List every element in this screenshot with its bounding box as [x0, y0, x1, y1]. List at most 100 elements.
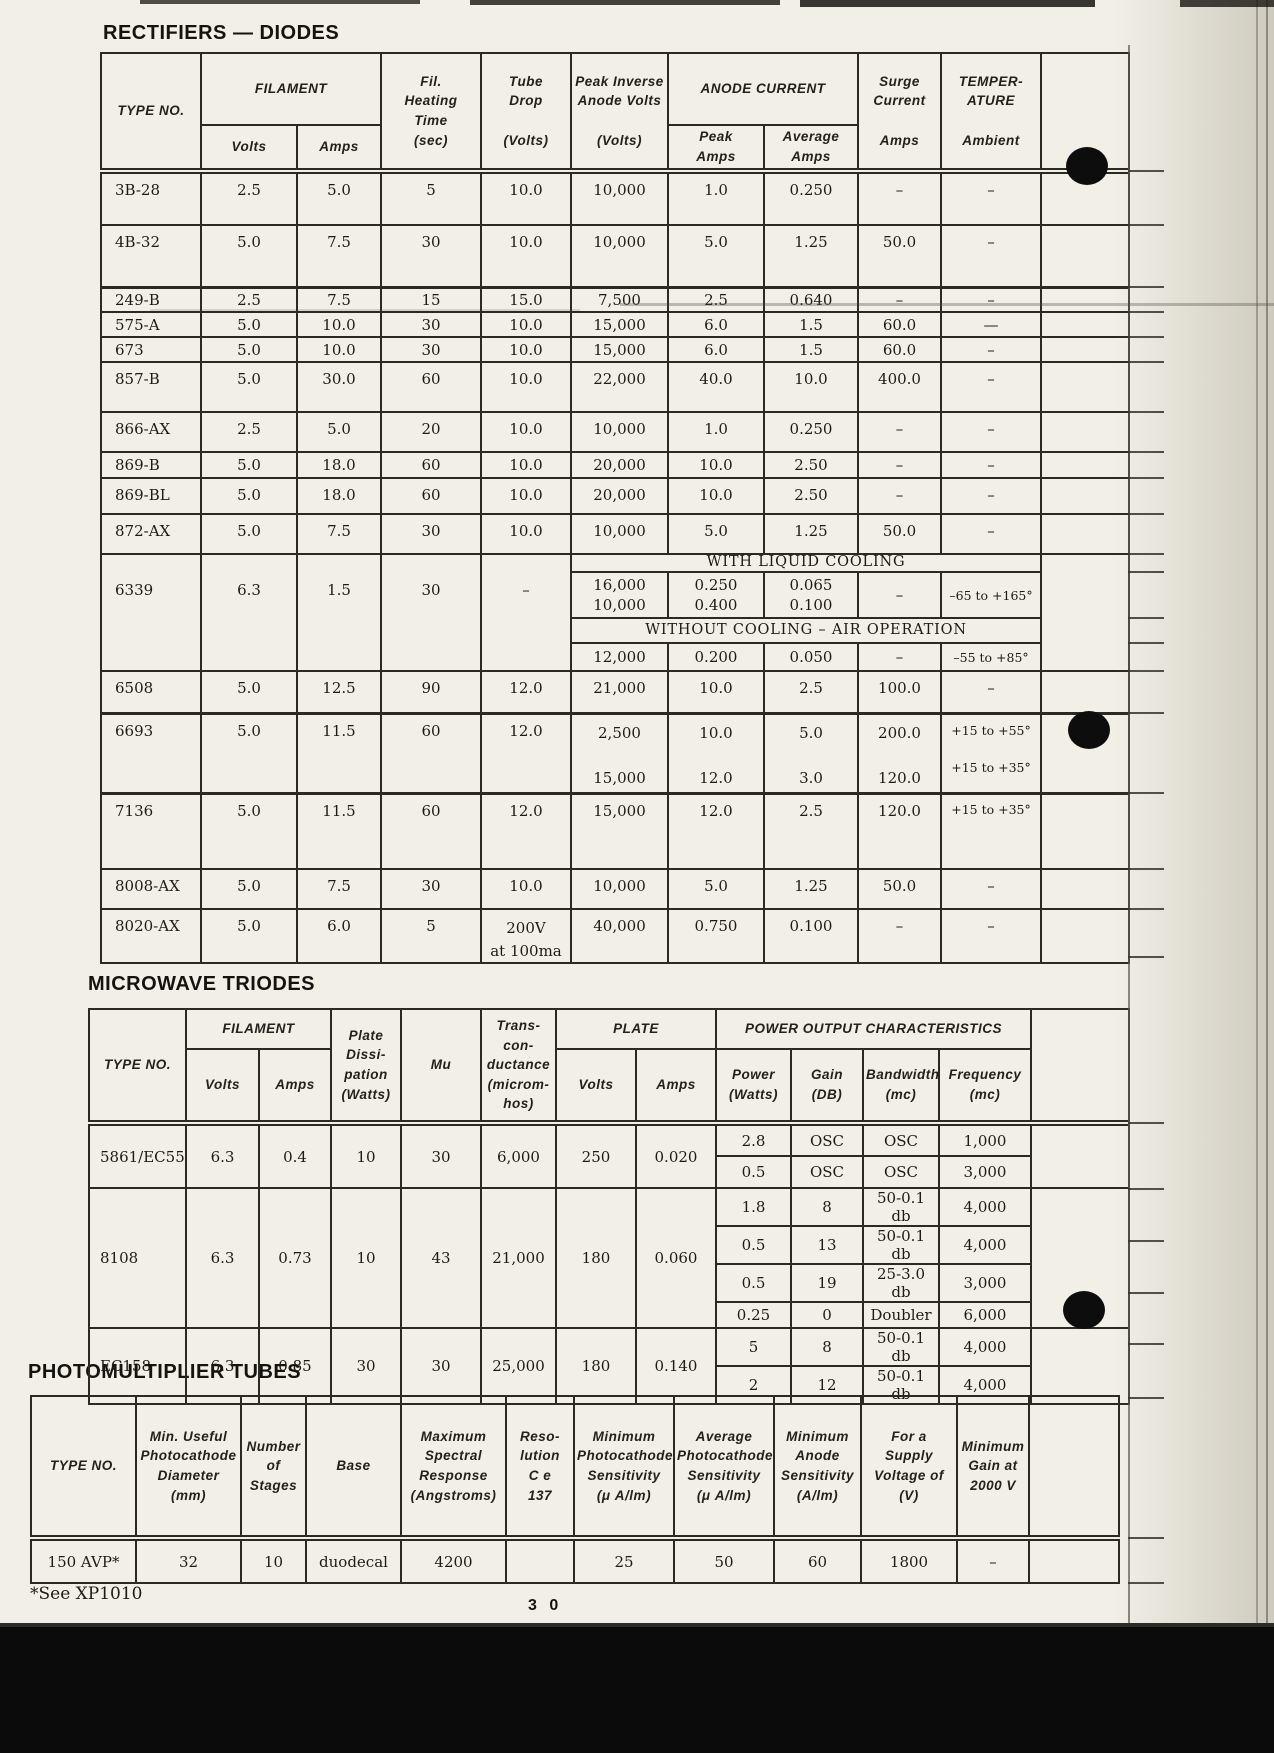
page-edge-tick	[1128, 1240, 1164, 1242]
section-title-microwave-triodes: MICROWAVE TRIODES	[88, 973, 316, 995]
data-cell: 5.0	[296, 168, 382, 226]
data-cell: 43	[400, 1187, 482, 1329]
page-edge-tick	[1128, 792, 1164, 794]
data-cell: 50.0	[857, 224, 943, 288]
data-cell: 1.5	[296, 553, 382, 672]
data-cell: 50-0.1 db	[862, 1225, 940, 1265]
data-cell: 60	[380, 791, 482, 870]
data-cell: 6.0	[296, 908, 382, 964]
header-cell: Minimum Gain at 2000 V	[956, 1395, 1030, 1539]
page-edge-tick	[1128, 336, 1164, 338]
data-cell: 0.065 0.100	[762, 571, 860, 619]
data-cell: 10	[240, 1535, 307, 1584]
scan-smudge-top	[470, 0, 780, 5]
page-edge-tick	[1128, 286, 1164, 288]
header-cell: Gain (DB)	[790, 1048, 864, 1124]
page-edge-tick	[1128, 224, 1164, 226]
header-cell: ANODE CURRENT	[666, 52, 860, 126]
header-cell: Trans- con- ductance (microm- hos)	[480, 1008, 557, 1124]
data-cell: 0	[790, 1301, 864, 1329]
data-cell: 2.5	[200, 411, 298, 453]
data-cell: 5.0	[200, 336, 298, 363]
data-cell: 4,000	[938, 1225, 1032, 1265]
data-cell: 10.0	[667, 670, 765, 714]
scan-smudge-top	[140, 0, 420, 4]
data-cell: 21,000	[480, 1187, 557, 1329]
header-cell: Fil. Heating Time (sec)	[380, 52, 482, 172]
page-edge-tick	[1128, 1343, 1164, 1345]
punch-hole	[1068, 711, 1110, 749]
data-cell: 7.5	[296, 285, 382, 313]
data-cell: 5.0	[200, 791, 298, 870]
data-cell: –	[857, 571, 943, 619]
data-cell: 20,000	[570, 451, 669, 479]
data-cell: 10.0	[480, 868, 572, 910]
data-cell: 4,000	[938, 1187, 1032, 1227]
data-cell: 2.5	[762, 791, 860, 870]
data-cell: 60	[380, 477, 482, 515]
type-no-cell: 6693	[100, 711, 202, 794]
data-cell: 13	[790, 1225, 864, 1265]
data-cell: 10.0	[667, 451, 765, 479]
data-cell: 200V at 100ma	[480, 908, 572, 964]
data-cell: 30	[400, 1120, 482, 1189]
data-cell: OSC	[862, 1155, 940, 1189]
data-cell: 2.50	[762, 477, 860, 515]
data-cell: 2.8	[715, 1120, 792, 1157]
data-cell: 10.0	[480, 311, 572, 338]
data-cell: 5.0	[200, 670, 298, 714]
data-cell: 7.5	[296, 224, 382, 288]
data-cell: 0.5	[715, 1263, 792, 1303]
data-cell: 10.0	[480, 168, 572, 226]
header-cell: Maximum Spectral Response (Angstroms)	[400, 1395, 507, 1539]
header-cell: Tube Drop (Volts)	[480, 52, 572, 172]
data-cell: –	[940, 868, 1043, 910]
data-cell: 6,000	[480, 1120, 557, 1189]
empty-cell	[1040, 553, 1131, 672]
page-edge-tick	[1128, 170, 1164, 172]
header-cell: Peak Inverse Anode Volts (Volts)	[570, 52, 669, 172]
page-edge-tick	[1128, 1397, 1164, 1399]
data-cell: 1.5	[762, 336, 860, 363]
data-cell: 120.0	[857, 791, 943, 870]
type-no-cell: 869-BL	[100, 477, 202, 515]
data-cell: 11.5	[296, 711, 382, 794]
data-cell: 30	[400, 1327, 482, 1405]
data-cell: 0.050	[762, 642, 860, 672]
data-cell: 30	[330, 1327, 402, 1405]
empty-cell	[1040, 908, 1131, 964]
header-cell: Minimum Anode Sensitivity (A/lm)	[773, 1395, 862, 1539]
data-cell: —	[940, 311, 1043, 338]
header-cell: Amps	[258, 1048, 332, 1124]
empty-cell	[1030, 1008, 1130, 1124]
page-stack-edge-line	[1266, 0, 1268, 1625]
section-title-rectifiers: RECTIFIERS — DIODES	[103, 22, 340, 44]
data-cell: 2.5	[762, 670, 860, 714]
type-no-cell: 3B-28	[100, 168, 202, 226]
page-edge-tick	[1128, 553, 1164, 555]
data-cell: 32	[135, 1535, 242, 1584]
header-cell: FILAMENT	[200, 52, 382, 126]
type-no-cell: 8008-AX	[100, 868, 202, 910]
type-no-cell: 857-B	[100, 361, 202, 413]
empty-cell	[1040, 336, 1131, 363]
data-cell: 1800	[860, 1535, 958, 1584]
data-cell: 5.0	[667, 868, 765, 910]
empty-cell	[1040, 451, 1131, 479]
data-cell: 4,000	[938, 1327, 1032, 1367]
data-cell: 5.0	[200, 908, 298, 964]
data-cell: –	[857, 451, 943, 479]
scan-band-bottom	[0, 1627, 1274, 1753]
header-cell: Minimum Photocathode Sensitivity (μ A/lm…	[573, 1395, 675, 1539]
data-cell: 60	[380, 451, 482, 479]
data-cell: 25,000	[480, 1327, 557, 1405]
page-edge-tick	[1128, 1537, 1164, 1539]
data-cell: –	[940, 477, 1043, 515]
scan-smudge-top	[800, 0, 1095, 7]
data-cell: +15 to +35°	[940, 791, 1043, 870]
data-cell: 10	[330, 1120, 402, 1189]
data-cell: 30	[380, 336, 482, 363]
header-cell: Average Amps	[762, 124, 860, 172]
data-cell: 5.0	[296, 411, 382, 453]
